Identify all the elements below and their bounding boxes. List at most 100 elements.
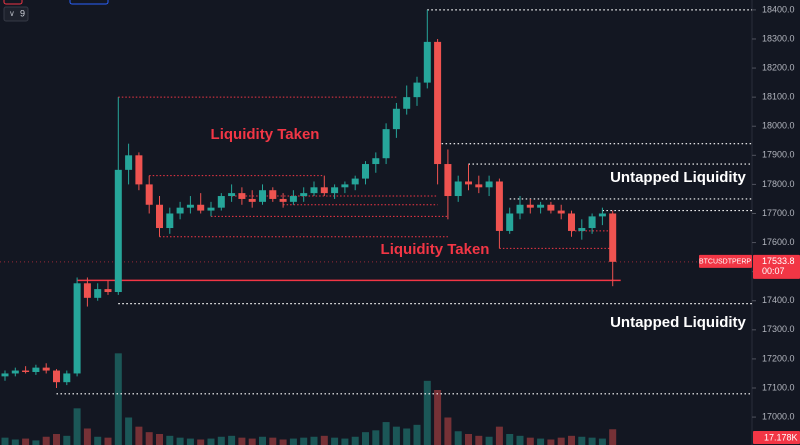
volume-bar: [289, 438, 297, 445]
volume-bar: [32, 440, 40, 445]
candle-body: [114, 169, 122, 293]
volume-bar: [495, 426, 503, 445]
volume-bar: [320, 435, 328, 445]
volume-bar: [42, 436, 50, 445]
candle-body: [11, 370, 19, 374]
y-tick-label: 18200.0: [762, 62, 795, 72]
candle-body: [423, 41, 431, 83]
candle-body: [485, 181, 493, 188]
volume-bar: [516, 435, 524, 445]
volume-bar: [217, 436, 225, 445]
volume-bar: [485, 436, 493, 445]
volume-bar: [547, 439, 555, 445]
candle-body: [156, 204, 163, 229]
candle-body: [310, 187, 318, 194]
candle-body: [22, 370, 30, 372]
candle-body: [578, 228, 586, 231]
candle-body: [125, 155, 133, 170]
volume-bar: [392, 426, 400, 445]
countdown-label: 00:07: [762, 266, 785, 276]
y-tick-label: 17000.0: [762, 411, 795, 421]
volume-bar: [300, 437, 308, 445]
volume-bar: [578, 436, 586, 445]
y-tick-label: 17400.0: [762, 295, 795, 305]
y-tick-label: 18400.0: [762, 4, 795, 14]
candle-body: [176, 207, 184, 214]
volume-bar: [475, 435, 483, 445]
volume-bar: [465, 434, 472, 445]
interval-badge[interactable]: [3, 6, 29, 22]
candle-body: [516, 204, 524, 214]
y-tick-label: 17300.0: [762, 324, 795, 334]
candle-body: [434, 41, 442, 165]
volume-bar: [434, 390, 442, 445]
volume-bar: [423, 380, 431, 445]
candle-body: [166, 213, 174, 229]
volume-bar: [362, 432, 369, 445]
candle-body: [557, 210, 565, 214]
candle-body: [42, 367, 50, 371]
candle-body: [73, 283, 81, 374]
candle-body: [568, 213, 575, 231]
candle-body: [145, 184, 153, 205]
candle-body: [372, 158, 380, 165]
volume-bar: [568, 435, 575, 445]
volume-label: 17.178K: [764, 432, 798, 442]
volume-bar: [269, 437, 277, 445]
annotation: Liquidity Taken: [211, 126, 320, 143]
candle-body: [207, 207, 215, 211]
candle-body: [413, 82, 421, 98]
volume-bar: [382, 422, 390, 445]
candle-body: [403, 97, 411, 109]
candle-body: [289, 196, 297, 202]
volume-bar: [526, 437, 534, 445]
last-price-label: 17533.8: [762, 256, 795, 266]
volume-bar: [145, 432, 153, 445]
candle-body: [228, 193, 236, 197]
volume-bar: [156, 434, 163, 445]
volume-bar: [1, 437, 9, 445]
candle-body: [259, 190, 266, 202]
volume-bar: [248, 438, 256, 445]
candle-body: [53, 370, 60, 383]
volume-bar: [351, 436, 359, 445]
y-tick-label: 18000.0: [762, 121, 795, 131]
volume-tag: [753, 431, 800, 444]
candle-body: [197, 204, 205, 211]
volume-bar: [372, 430, 380, 445]
candle-body: [526, 204, 534, 208]
candle-body: [475, 184, 483, 188]
volume-bar: [166, 435, 174, 445]
candle-body: [454, 181, 462, 197]
candle-body: [238, 193, 246, 199]
toolbar-button[interactable]: [69, 0, 109, 5]
candle-body: [63, 373, 71, 383]
candle-body: [217, 196, 225, 208]
candle-body: [32, 367, 40, 372]
volume-bar: [279, 439, 287, 445]
volume-bar: [135, 426, 143, 445]
toolbar-button[interactable]: [3, 0, 23, 5]
candle-body: [609, 213, 617, 262]
volume-bar: [125, 417, 133, 445]
volume-bar: [331, 437, 339, 445]
volume-bar: [228, 435, 236, 445]
volume-bar: [444, 417, 452, 445]
volume-bar: [557, 437, 565, 445]
candle-body: [465, 181, 472, 185]
candle-body: [506, 213, 514, 231]
candle-body: [320, 187, 328, 194]
volume-bar: [537, 438, 545, 445]
chevron: ∨: [9, 9, 15, 18]
candle-body: [547, 204, 555, 211]
volume-bar: [53, 434, 60, 445]
candle-body: [341, 184, 349, 188]
volume-bar: [598, 438, 606, 445]
annotation: Liquidity Taken: [381, 241, 490, 258]
annotation: Untapped Liquidity: [610, 169, 746, 186]
volume-bar: [609, 429, 617, 445]
volume-bar: [259, 436, 266, 445]
